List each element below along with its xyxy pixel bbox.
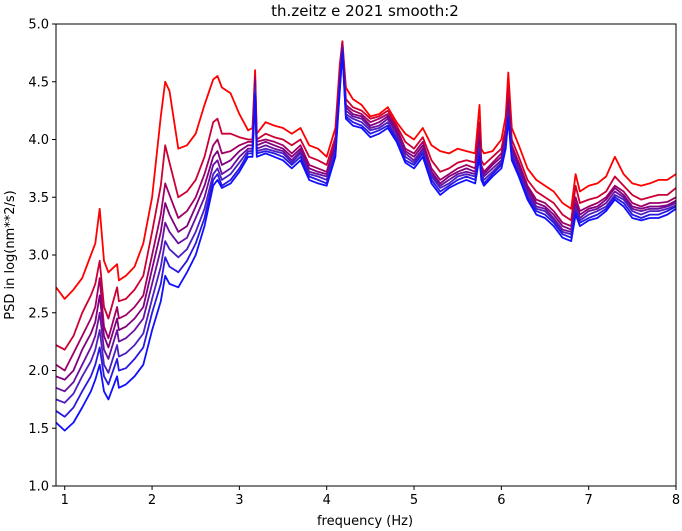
chart-title: th.zeitz e 2021 smooth:2	[271, 2, 459, 20]
series-line-1	[56, 40, 676, 300]
y-tick-label: 4.0	[28, 133, 49, 148]
y-axis: 1.0 1.5 2.0 2.5 3.0 3.5 4.0 4.5 5.0	[28, 18, 56, 495]
y-axis-label: PSD in log(nm**2/s)	[3, 190, 18, 320]
x-tick-label: 3	[235, 493, 243, 508]
series-line-3	[56, 43, 676, 372]
series-layer	[56, 40, 676, 432]
x-tick-label: 1	[61, 493, 69, 508]
x-tick-label: 6	[497, 493, 505, 508]
y-tick-label: 3.5	[28, 191, 49, 206]
x-tick-label: 4	[323, 493, 331, 508]
x-tick-label: 7	[585, 493, 593, 508]
x-tick-label: 8	[672, 493, 680, 508]
series-line-2	[56, 40, 676, 351]
y-tick-label: 2.5	[28, 306, 49, 321]
y-tick-label: 1.0	[28, 480, 49, 495]
series-line-4	[56, 46, 676, 381]
x-axis-label: frequency (Hz)	[317, 514, 413, 529]
y-tick-label: 2.0	[28, 364, 49, 379]
y-tick-label: 5.0	[28, 18, 49, 33]
y-tick-label: 3.0	[28, 249, 49, 264]
plot-area	[56, 40, 676, 432]
series-line-6	[56, 48, 676, 404]
series-line-5	[56, 46, 676, 393]
y-tick-label: 4.5	[28, 75, 49, 90]
series-line-7	[56, 48, 676, 418]
x-tick-label: 5	[410, 493, 418, 508]
series-line-8	[56, 52, 676, 432]
y-tick-label: 1.5	[28, 422, 49, 437]
x-tick-label: 2	[148, 493, 156, 508]
x-axis: 1 2 3 4 5 6 7 8	[61, 486, 680, 508]
